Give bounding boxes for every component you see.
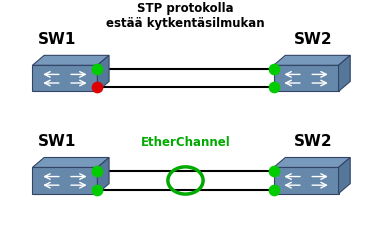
FancyBboxPatch shape — [273, 65, 338, 91]
Polygon shape — [273, 158, 350, 167]
Point — [94, 170, 100, 173]
Text: SW2: SW2 — [294, 134, 333, 149]
Point — [94, 67, 100, 71]
Point — [271, 188, 277, 191]
Point — [271, 170, 277, 173]
Polygon shape — [97, 158, 109, 193]
Point — [271, 86, 277, 89]
FancyBboxPatch shape — [33, 167, 97, 193]
Text: EtherChannel: EtherChannel — [141, 136, 230, 149]
Polygon shape — [338, 55, 350, 91]
Polygon shape — [33, 158, 109, 167]
FancyBboxPatch shape — [273, 167, 338, 193]
Polygon shape — [97, 55, 109, 91]
Text: SW1: SW1 — [38, 134, 77, 149]
Polygon shape — [273, 55, 350, 65]
Text: SW2: SW2 — [294, 32, 333, 47]
FancyBboxPatch shape — [33, 65, 97, 91]
Point — [94, 188, 100, 191]
Point — [94, 86, 100, 89]
Polygon shape — [33, 55, 109, 65]
Text: SW1: SW1 — [38, 32, 77, 47]
Polygon shape — [338, 158, 350, 193]
Point — [271, 67, 277, 71]
Text: STP protokolla
estää kytkentäsilmukan: STP protokolla estää kytkentäsilmukan — [106, 2, 265, 30]
